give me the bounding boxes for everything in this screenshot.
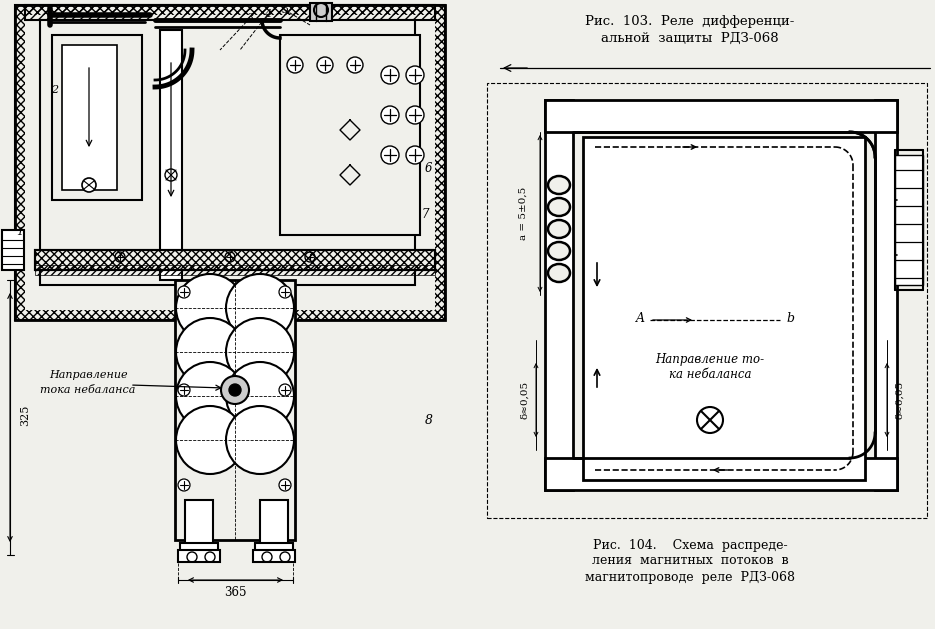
Circle shape — [347, 57, 363, 73]
Bar — [160, 30, 182, 280]
Text: магнитопроводе  реле  РДЗ-068: магнитопроводе реле РДЗ-068 — [585, 571, 795, 584]
Text: 8: 8 — [425, 413, 433, 426]
Bar — [253, 550, 295, 562]
Bar — [35, 265, 435, 275]
Bar — [487, 83, 927, 518]
Text: δ≈0,05: δ≈0,05 — [896, 381, 904, 419]
Circle shape — [381, 146, 399, 164]
Circle shape — [381, 106, 399, 124]
Text: a = 5±0,5: a = 5±0,5 — [519, 186, 527, 240]
Text: 2: 2 — [51, 85, 59, 95]
Bar — [280, 35, 420, 235]
Bar — [310, 3, 332, 21]
Text: 3: 3 — [247, 13, 253, 23]
Text: альной  защиты  РДЗ-068: альной защиты РДЗ-068 — [601, 31, 779, 45]
Text: 1: 1 — [17, 227, 23, 237]
Circle shape — [229, 384, 241, 396]
Text: b: b — [786, 311, 794, 325]
Circle shape — [279, 479, 291, 491]
Circle shape — [226, 406, 294, 474]
Bar — [2, 230, 24, 270]
Bar — [545, 100, 573, 490]
Ellipse shape — [548, 242, 570, 260]
Text: 6: 6 — [425, 162, 433, 174]
Circle shape — [178, 286, 190, 298]
Circle shape — [287, 57, 303, 73]
Text: 4: 4 — [265, 9, 271, 19]
Circle shape — [82, 178, 96, 192]
Bar — [35, 250, 435, 270]
Circle shape — [176, 406, 244, 474]
Bar — [175, 280, 295, 540]
Bar — [895, 155, 923, 285]
Bar — [185, 500, 213, 545]
Circle shape — [176, 318, 244, 386]
Ellipse shape — [548, 220, 570, 238]
Bar — [875, 100, 897, 490]
Ellipse shape — [548, 176, 570, 194]
Bar — [25, 15, 435, 310]
Bar — [40, 20, 415, 285]
Circle shape — [176, 362, 244, 430]
Text: 325: 325 — [20, 404, 30, 426]
Bar — [583, 137, 865, 480]
Circle shape — [406, 146, 424, 164]
Circle shape — [381, 66, 399, 84]
Text: Рис.  104.    Схема  распреде-: Рис. 104. Схема распреде- — [593, 538, 787, 552]
Circle shape — [178, 479, 190, 491]
Text: 5: 5 — [281, 5, 289, 15]
Text: 365: 365 — [223, 586, 246, 599]
Text: Направление: Направление — [49, 370, 127, 380]
Bar — [52, 35, 142, 200]
Circle shape — [406, 106, 424, 124]
Circle shape — [176, 274, 244, 342]
Text: Направление то-: Направление то- — [655, 353, 765, 367]
Text: тока небаланса: тока небаланса — [40, 385, 136, 395]
Bar — [35, 250, 435, 270]
Bar — [25, 5, 435, 20]
Bar — [15, 5, 445, 320]
Bar — [15, 5, 445, 320]
Text: A: A — [636, 311, 644, 325]
Bar — [62, 45, 117, 190]
Ellipse shape — [548, 264, 570, 282]
Bar — [545, 458, 897, 490]
Text: ка небаланса: ка небаланса — [669, 369, 751, 382]
Circle shape — [226, 274, 294, 342]
Bar — [178, 550, 220, 562]
Circle shape — [697, 407, 723, 433]
Text: δ≈0,05: δ≈0,05 — [521, 381, 529, 419]
Bar — [180, 543, 218, 551]
Circle shape — [178, 384, 190, 396]
Bar — [260, 500, 288, 545]
Ellipse shape — [548, 198, 570, 216]
Text: Рис.  103.  Реле  дифференци-: Рис. 103. Реле дифференци- — [585, 16, 795, 28]
Bar — [545, 100, 897, 132]
Text: 7: 7 — [422, 208, 429, 221]
Circle shape — [226, 318, 294, 386]
Circle shape — [226, 362, 294, 430]
Circle shape — [279, 286, 291, 298]
Circle shape — [221, 376, 249, 404]
Bar — [255, 543, 293, 551]
Circle shape — [279, 384, 291, 396]
Text: ления  магнитных  потоков  в: ления магнитных потоков в — [592, 555, 788, 567]
Circle shape — [314, 3, 328, 17]
Circle shape — [317, 57, 333, 73]
Circle shape — [406, 66, 424, 84]
